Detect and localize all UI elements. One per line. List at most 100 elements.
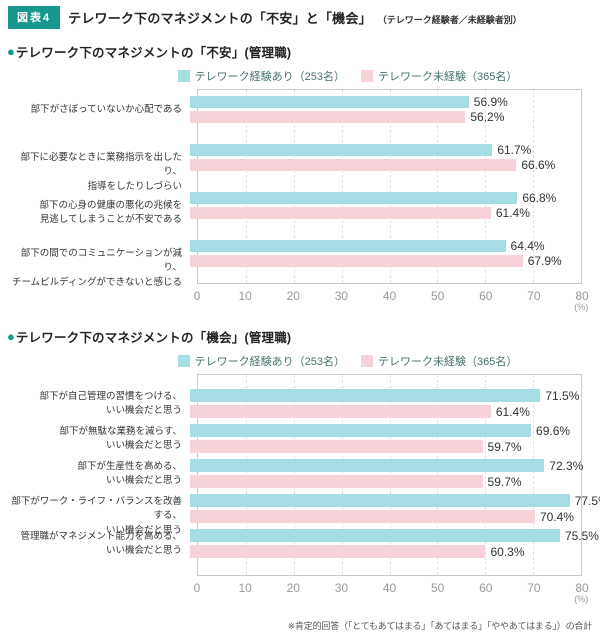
axis-tick: 70: [527, 289, 541, 303]
category-label: 部下の心身の健康の悪化の兆候を 見逃してしまうことが不安である: [39, 200, 182, 226]
row-bars: 72.3% 59.7%: [190, 458, 584, 488]
bar-experienced: [190, 459, 545, 472]
bar-line: 59.7%: [190, 475, 582, 488]
gridline: [341, 90, 343, 283]
anxiety-chart: 部下がさぼっていないか心配である 56.9% 56.2% 部下に必要なときに業務指示を…: [8, 89, 582, 288]
axis-tick: 50: [430, 581, 445, 595]
chart-row: 部下に必要なときに業務指示を出したり、 指導をしたりしづらい 61.7% 66.6%: [8, 138, 582, 192]
bar-experienced: [190, 529, 560, 542]
bar-line: 77.5%: [190, 494, 600, 507]
bar-inexperienced: [190, 207, 491, 219]
chart-row: 部下の心身の健康の悪化の兆候を 見逃してしまうことが不安である 66.8% 61.4…: [8, 186, 582, 234]
category-label: 部下が無駄な業務を減らす、 いい機会だと思う: [59, 426, 182, 452]
axis-tick: 30: [334, 289, 349, 303]
chart-rows: 部下が自己管理の習慣をつける、 いい機会だと思う 71.5% 61.4% 部下が無駄な…: [8, 374, 600, 576]
row-bars: 64.4% 67.9%: [190, 240, 582, 267]
legend-label: テレワーク経験あり（253名）: [194, 71, 345, 83]
figure-header: 図表4 テレワーク下のマネジメントの「不安」と「機会」 （テレワーク経験者／未経…: [0, 0, 600, 29]
opportunity-chart: 部下が自己管理の習慣をつける、 いい機会だと思う 71.5% 61.4% 部下が無駄な…: [8, 374, 600, 576]
gridline: [533, 375, 535, 575]
legend-swatch-inexperienced: [361, 355, 373, 367]
gridline: [293, 90, 295, 283]
category-label: 管理職がマネジメント能力を高める、 いい機会だと思う: [20, 531, 182, 557]
bar-value: 56.9%: [473, 95, 508, 109]
legend-item: テレワーク未経験（365名）: [361, 68, 517, 84]
figure-number-badge: 図表4: [8, 6, 61, 29]
gridline: [485, 90, 487, 283]
axis-tick: 10: [238, 581, 252, 595]
bar-line: 64.4%: [190, 240, 582, 252]
bar-line: 56.9%: [190, 96, 582, 108]
section-bullet-icon: ●: [7, 44, 15, 59]
bar-experienced: [190, 494, 570, 507]
gridline: [245, 90, 247, 283]
legend-swatch-experienced: [177, 355, 190, 367]
legend-label: テレワーク経験あり（253名）: [194, 356, 345, 368]
bar-value: 67.9%: [527, 254, 562, 268]
bar-value: 72.3%: [549, 458, 584, 473]
bar-line: 60.3%: [190, 545, 582, 558]
bar-line: 72.3%: [190, 458, 584, 473]
bar-value: 66.6%: [521, 158, 556, 172]
row-bars: 61.7% 66.6%: [190, 144, 582, 171]
bar-value: 61.4%: [495, 404, 530, 419]
axis-tick: 80: [575, 581, 589, 595]
section-header-opportunity: ● テレワーク下のマネジメントの「機会」(管理職): [0, 327, 600, 346]
anxiety-section: ● テレワーク下のマネジメントの「不安」(管理職) テレワーク経験あり（253名…: [0, 42, 600, 314]
bar-inexperienced: [190, 405, 491, 418]
legend: テレワーク経験あり（253名） テレワーク未経験（365名）: [105, 68, 590, 84]
chart-row: 部下が生産性を高める、 いい機会だと思う 72.3% 59.7%: [8, 457, 584, 492]
chart-row: 部下の間でのコミュニケーションが減り、 チームビルディングができないと感じる 64…: [8, 234, 582, 288]
row-bars: 77.5% 70.4%: [190, 494, 600, 523]
bar-line: 71.5%: [190, 389, 582, 402]
row-bars: 71.5% 61.4%: [190, 389, 582, 418]
legend-item: テレワーク未経験（365名）: [361, 353, 517, 369]
bar-inexperienced: [190, 510, 535, 523]
gridline: [485, 375, 487, 575]
anxiety-axis: 0 10 20 30 40 50 60 70 80 (%): [8, 284, 589, 314]
section-bullet-icon: ●: [7, 329, 15, 344]
row-bars: 75.5% 60.3%: [190, 529, 599, 558]
bar-value: 59.7%: [487, 439, 522, 454]
bar-value: 56.2%: [470, 110, 505, 124]
figure-subtitle: （テレワーク経験者／未経験者別）: [377, 14, 522, 25]
gridline: [437, 90, 439, 283]
axis-unit-label: (%): [574, 302, 589, 312]
category-label: 部下が生産性を高める、 いい機会だと思う: [77, 461, 182, 487]
section-title: テレワーク下のマネジメントの「機会」(管理職): [15, 331, 292, 345]
bar-experienced: [190, 144, 493, 156]
bar-line: 59.7%: [190, 440, 582, 453]
category-label: 部下に必要なときに業務指示を出したり、 指導をしたりしづらい: [20, 152, 182, 192]
section-header-anxiety: ● テレワーク下のマネジメントの「不安」(管理職): [0, 42, 600, 61]
chart-row: 部下がさぼっていないか心配である 56.9% 56.2%: [8, 90, 582, 138]
axis-tick: 0: [193, 289, 201, 303]
bar-line: 66.8%: [190, 192, 582, 204]
axis-tick: 30: [334, 581, 349, 595]
bar-inexperienced: [190, 440, 483, 453]
category-label: 部下の間でのコミュニケーションが減り、 チームビルディングができないと感じる: [11, 248, 182, 288]
bar-value: 64.4%: [510, 239, 545, 253]
row-bars: 56.9% 56.2%: [190, 96, 582, 123]
bar-line: 61.4%: [190, 207, 582, 219]
bar-value: 70.4%: [539, 509, 574, 524]
chart-row: 管理職がマネジメント能力を高める、 いい機会だと思う 75.5% 60.3%: [8, 527, 599, 562]
bar-line: 70.4%: [190, 510, 582, 523]
axis-unit-label: (%): [574, 594, 589, 604]
bar-experienced: [190, 240, 506, 252]
bar-value: 60.3%: [490, 544, 525, 559]
opportunity-section: ● テレワーク下のマネジメントの「機会」(管理職) テレワーク経験あり（253名…: [0, 327, 600, 606]
opportunity-axis: 0 10 20 30 40 50 60 70 80 (%): [8, 576, 589, 606]
legend-label: テレワーク未経験（365名）: [378, 71, 518, 83]
bar-line: 56.2%: [190, 111, 582, 123]
bar-value: 61.7%: [497, 143, 532, 157]
bar-value: 69.6%: [536, 423, 571, 438]
bar-value: 75.5%: [564, 528, 599, 543]
axis-tick: 50: [430, 289, 445, 303]
axis-tick: 20: [286, 289, 300, 303]
bar-line: 69.6%: [190, 424, 582, 437]
bar-line: 75.5%: [190, 529, 599, 542]
gridline: [389, 90, 391, 283]
category-label: 部下がさぼっていないか心配である: [30, 104, 182, 115]
figure-title: テレワーク下のマネジメントの「不安」と「機会」: [68, 11, 372, 26]
